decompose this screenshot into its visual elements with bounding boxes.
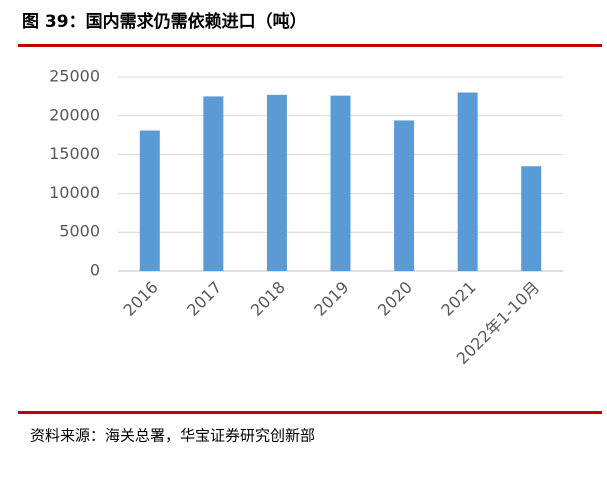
bar	[203, 96, 224, 272]
bar	[394, 120, 415, 272]
bar	[330, 95, 351, 272]
x-tick-label: 2017	[183, 278, 225, 320]
x-tick-label: 2019	[310, 278, 352, 320]
bar	[457, 92, 478, 272]
x-tick-label: 2016	[120, 278, 162, 320]
y-tick-label: 15000	[49, 144, 100, 163]
y-tick-label: 10000	[49, 183, 100, 202]
title-rule	[18, 44, 602, 47]
bar	[266, 94, 287, 272]
source-rule	[18, 411, 602, 414]
x-tick-label: 2020	[374, 278, 416, 320]
y-tick-label: 25000	[49, 67, 100, 86]
y-tick-label: 0	[90, 261, 100, 280]
source-note: 资料来源：海关总署，华宝证券研究创新部	[30, 427, 315, 445]
y-tick-label: 20000	[49, 105, 100, 124]
bar	[139, 130, 160, 271]
chart-title: 图 39：国内需求仍需依赖进口（吨）	[22, 11, 307, 32]
bar	[521, 166, 542, 271]
y-tick-label: 5000	[59, 222, 100, 241]
x-tick-label: 2021	[437, 278, 479, 320]
x-tick-label: 2018	[247, 278, 289, 320]
